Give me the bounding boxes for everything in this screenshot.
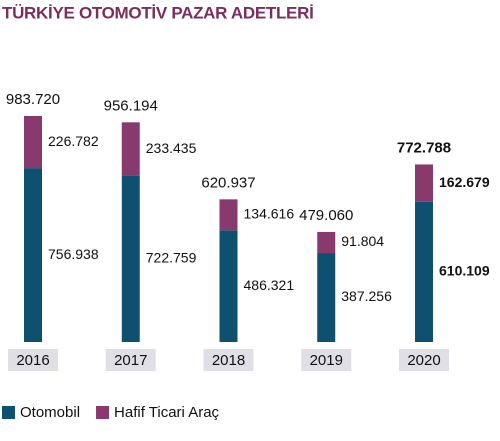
- bar-segment: [219, 230, 238, 342]
- chart-title: TÜRKİYE OTOMOTİV PAZAR ADETLERİ: [2, 3, 314, 22]
- value-label: 756.938: [48, 246, 99, 262]
- value-label: 610.109: [439, 263, 490, 279]
- bar-segment: [219, 199, 238, 231]
- bar-segment: [121, 122, 140, 176]
- bar-segment: [317, 253, 336, 342]
- total-label: 772.788: [397, 139, 451, 156]
- x-tick-label: 2018: [212, 352, 245, 369]
- bar-segment: [415, 164, 433, 202]
- bar-segment: [24, 116, 42, 169]
- x-tick-label: 2017: [114, 352, 147, 369]
- legend-label: Hafif Ticari Araç: [114, 404, 220, 421]
- total-label: 956.194: [104, 97, 158, 114]
- total-label: 620.937: [201, 174, 255, 191]
- legend-swatch: [96, 406, 110, 419]
- legend-swatch: [2, 406, 15, 419]
- value-label: 387.256: [341, 288, 392, 304]
- category-box: [399, 349, 449, 371]
- value-label: 486.321: [244, 277, 295, 293]
- category-box: [203, 349, 254, 371]
- x-tick-label: 2016: [16, 352, 49, 369]
- value-label: 162.679: [439, 174, 490, 190]
- category-box: [301, 349, 352, 371]
- total-label: 479.060: [299, 207, 353, 224]
- total-label: 983.720: [6, 91, 60, 108]
- value-label: 226.782: [48, 133, 99, 149]
- category-box: [8, 349, 58, 371]
- bar-segment: [24, 168, 42, 342]
- x-tick-label: 2019: [310, 352, 343, 369]
- value-label: 134.616: [244, 206, 295, 222]
- value-label: 233.435: [146, 140, 197, 156]
- value-label: 722.759: [146, 250, 197, 266]
- x-tick-label: 2020: [407, 352, 440, 369]
- bar-segment: [317, 231, 336, 254]
- category-box: [105, 349, 156, 371]
- legend-label: Otomobil: [20, 404, 80, 421]
- value-label: 91.804: [341, 233, 384, 249]
- bar-segment: [415, 201, 433, 342]
- bar-segment: [121, 175, 140, 342]
